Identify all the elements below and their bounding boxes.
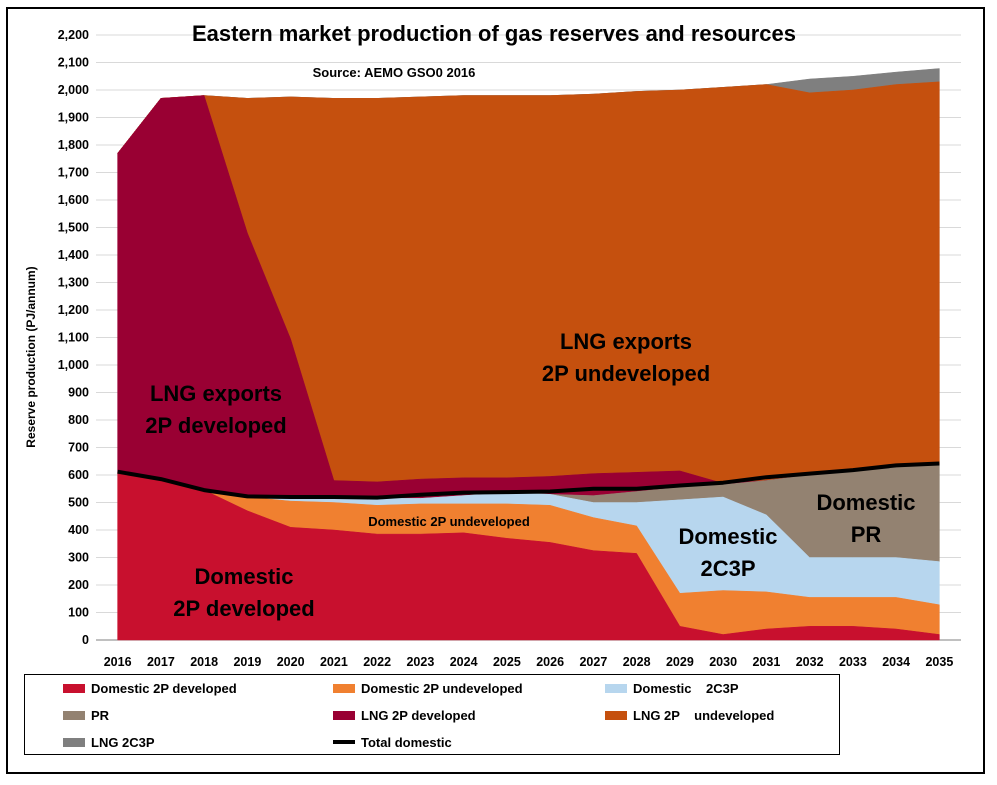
legend-label: Domestic 2C3P [633,680,739,696]
x-tick-label: 2024 [450,655,478,669]
y-axis-label: Reserve production (PJ/annum) [24,266,38,447]
annotation-lng-undev: LNG exports [560,329,692,354]
y-tick-label: 1,300 [58,276,89,290]
y-tick-label: 600 [68,468,89,482]
y-tick-label: 100 [68,606,89,620]
legend-label: Domestic 2P developed [91,680,237,696]
x-tick-label: 2017 [147,655,175,669]
legend-label: LNG 2P undeveloped [633,707,775,723]
x-axis-ticks: 2016 2017 2018 2019 2020 2021 2022 2023 2024 2025… [104,655,954,669]
x-tick-label: 2023 [406,655,434,669]
x-tick-label: 2026 [536,655,564,669]
total-domestic-line [117,461,940,500]
y-tick-label: 2,000 [58,83,89,97]
legend-item: PR [63,706,109,724]
y-tick-label: 200 [68,578,89,592]
legend-swatch [333,740,355,744]
legend-item: Domestic 2C3P [605,679,739,697]
annotation-dom-pr: PR [851,522,882,547]
x-tick-label: 2033 [839,655,867,669]
annotation-dom-dev: Domestic [194,564,293,589]
y-tick-label: 1,600 [58,193,89,207]
legend-swatch [63,737,85,747]
x-tick-label: 2020 [277,655,305,669]
x-tick-label: 2034 [882,655,910,669]
legend-swatch [333,683,355,693]
y-tick-label: 1,800 [58,138,89,152]
annotation-dom-pr: Domestic [816,490,915,515]
x-tick-label: 2028 [623,655,651,669]
y-tick-label: 1,700 [58,166,89,180]
y-tick-label: 1,900 [58,111,89,125]
legend-swatch [63,710,85,720]
legend-item: LNG 2P developed [333,706,476,724]
y-tick-label: 2,100 [58,56,89,70]
legend-label: Total domestic [361,734,452,750]
chart-subtitle: Source: AEMO GSO0 2016 [313,65,476,80]
x-tick-label: 2025 [493,655,521,669]
y-axis-ticks: 0 100 200 300 400 500 600 700 800 900 1,000 1,100 1,… [58,28,89,647]
y-tick-label: 2,200 [58,28,89,42]
annotation-lng-undev: 2P undeveloped [542,361,710,386]
annotation-dom-undev: Domestic 2P undeveloped [368,514,530,529]
legend-label: LNG 2P developed [361,707,476,723]
x-tick-label: 2016 [104,655,132,669]
legend-swatch [333,710,355,720]
x-tick-label: 2032 [796,655,824,669]
area-annotations: LNG exports 2P developed LNG exports 2P und… [145,329,915,621]
x-tick-label: 2030 [709,655,737,669]
annotation-lng-dev: 2P developed [145,413,286,438]
legend-item: LNG 2C3P [63,733,155,751]
chart-title: Eastern market production of gas reserve… [192,21,796,46]
legend-swatch [605,710,627,720]
x-tick-label: 2021 [320,655,348,669]
annotation-lng-dev: LNG exports [150,381,282,406]
x-tick-label: 2029 [666,655,694,669]
x-tick-label: 2022 [363,655,391,669]
y-tick-label: 0 [82,633,89,647]
area-domestic-2p-developed [117,473,940,641]
y-tick-label: 700 [68,441,89,455]
x-tick-label: 2027 [579,655,607,669]
x-tick-label: 2035 [925,655,953,669]
total-domestic-line-group [117,461,940,500]
x-tick-label: 2031 [752,655,780,669]
y-tick-label: 900 [68,386,89,400]
y-tick-label: 500 [68,496,89,510]
y-tick-label: 1,500 [58,221,89,235]
y-tick-label: 400 [68,523,89,537]
y-tick-label: 1,000 [58,358,89,372]
legend-item: LNG 2P undeveloped [605,706,774,724]
y-tick-label: 1,100 [58,331,89,345]
annotation-dom-2c3p: Domestic [678,524,777,549]
annotation-dom-2c3p: 2C3P [700,556,755,581]
legend: Domestic 2P developed Domestic 2P undevel… [24,674,840,755]
legend-swatch [63,683,85,693]
x-tick-label: 2018 [190,655,218,669]
y-tick-label: 300 [68,551,89,565]
legend-item: Total domestic [333,733,452,751]
y-tick-label: 1,400 [58,248,89,262]
y-tick-label: 800 [68,413,89,427]
legend-label: Domestic 2P undeveloped [361,680,523,696]
x-tick-label: 2019 [233,655,261,669]
annotation-dom-dev: 2P developed [173,596,314,621]
legend-label: LNG 2C3P [91,734,155,750]
stacked-areas [117,68,940,641]
y-tick-label: 1,200 [58,303,89,317]
legend-item: Domestic 2P undeveloped [333,679,523,697]
legend-item: Domestic 2P developed [63,679,237,697]
legend-label: PR [91,707,110,723]
legend-swatch [605,683,627,693]
